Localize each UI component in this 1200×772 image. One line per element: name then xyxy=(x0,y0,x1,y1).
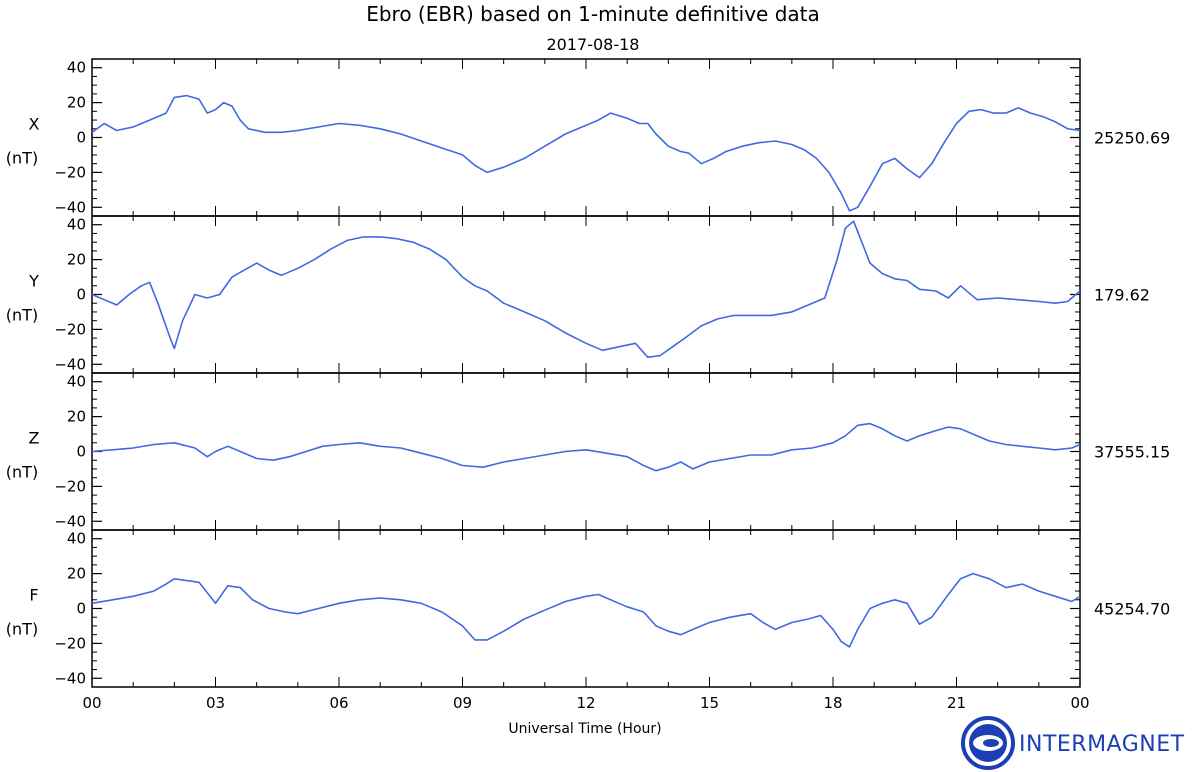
logo: INTERMAGNET xyxy=(961,716,1185,770)
x-tick-label: 00 xyxy=(1070,694,1089,712)
panel-frame xyxy=(91,529,1081,688)
x-tick-label: 15 xyxy=(700,694,719,712)
panel-label-y: Y xyxy=(28,272,39,291)
unit-label-x: (nT) xyxy=(6,149,38,168)
unit-label-f: (nT) xyxy=(6,620,38,639)
panel-f: 40 20 0 −20 −40 F (nT) 45254.70 xyxy=(6,529,1170,688)
x-tick-label: 09 xyxy=(453,694,472,712)
y-tick-label: −40 xyxy=(54,669,86,687)
chart-title: Ebro (EBR) based on 1-minute definitive … xyxy=(366,2,820,26)
panel-label-x: X xyxy=(29,115,40,134)
panel-x: 40 20 0 −20 −40 X (nT) 25250.69 xyxy=(6,58,1170,217)
x-tick-label: 12 xyxy=(576,694,595,712)
panels: 40 20 0 −20 −40 X (nT) 25250.69 40 20 0 −20 −40 Y (nT)… xyxy=(6,58,1170,688)
y-tick-label: 40 xyxy=(67,530,86,548)
y-tick-label: 40 xyxy=(67,59,86,77)
baseline-value-x: 25250.69 xyxy=(1094,129,1170,148)
x-tick-label: 03 xyxy=(206,694,225,712)
y-tick-label: 0 xyxy=(76,286,86,304)
intermagnet-logo-icon xyxy=(961,716,1015,770)
y-tick-label: −20 xyxy=(54,320,86,338)
unit-label-z: (nT) xyxy=(6,463,38,482)
panel-y: 40 20 0 −20 −40 Y (nT) 179.62 xyxy=(6,215,1150,374)
y-tick-label: 20 xyxy=(67,94,86,112)
series-line-y xyxy=(91,220,1081,359)
y-tick-label: 0 xyxy=(76,129,86,147)
y-tick-label: 20 xyxy=(67,408,86,426)
y-tick-label: −20 xyxy=(54,634,86,652)
series-line-f xyxy=(91,572,1081,648)
panel-label-z: Z xyxy=(29,429,40,448)
y-tick-label: 0 xyxy=(76,600,86,618)
panel-frame xyxy=(91,215,1081,374)
baseline-value-z: 37555.15 xyxy=(1094,443,1170,462)
y-tick-label: 20 xyxy=(67,251,86,269)
y-tick-label: 20 xyxy=(67,565,86,583)
panel-frame xyxy=(91,58,1081,217)
baseline-value-y: 179.62 xyxy=(1094,286,1150,305)
panel-z: 40 20 0 −20 −40 Z (nT) 37555.15 xyxy=(6,372,1170,531)
logo-text: INTERMAGNET xyxy=(1019,732,1185,757)
x-axis-label: Universal Time (Hour) xyxy=(508,721,661,737)
chart-subtitle: 2017-08-18 xyxy=(547,35,640,54)
series-line-z xyxy=(91,422,1081,472)
x-axis: 00 03 06 09 12 15 18 21 00 xyxy=(82,694,1089,712)
y-tick-label: −40 xyxy=(54,355,86,373)
x-tick-label: 21 xyxy=(947,694,966,712)
x-tick-label: 00 xyxy=(82,694,101,712)
y-tick-label: 40 xyxy=(67,373,86,391)
y-tick-label: −40 xyxy=(54,198,86,216)
y-tick-label: −20 xyxy=(54,477,86,495)
x-tick-label: 18 xyxy=(823,694,842,712)
y-tick-label: −40 xyxy=(54,512,86,530)
y-tick-label: 40 xyxy=(67,216,86,234)
series-line-x xyxy=(91,94,1081,212)
x-tick-label: 06 xyxy=(329,694,348,712)
y-tick-label: 0 xyxy=(76,443,86,461)
panel-label-f: F xyxy=(29,586,38,605)
baseline-value-f: 45254.70 xyxy=(1094,600,1170,619)
unit-label-y: (nT) xyxy=(6,306,38,325)
y-tick-label: −20 xyxy=(54,163,86,181)
